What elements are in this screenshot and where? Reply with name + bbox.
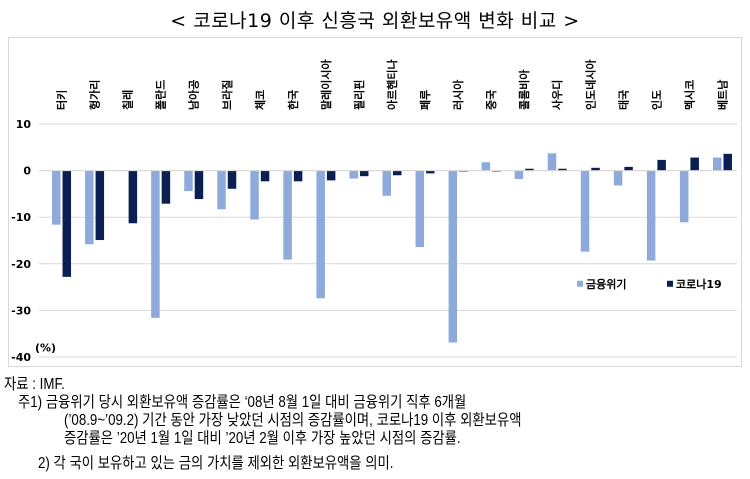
category-label: 베트남 (715, 80, 729, 110)
bar-covid19 (62, 170, 72, 277)
category-label: 아르헨티나 (385, 59, 399, 110)
y-tick-label: 10 (16, 118, 32, 131)
bar-covid19 (293, 170, 303, 182)
footnote-2: 2) 각 국이 보유하고 있는 금의 가치를 제외한 외환보유액을 의미. (38, 455, 394, 472)
bar-covid19 (260, 170, 270, 182)
chart-title: < 코로나19 이후 신흥국 외환보유액 변화 비교 > (170, 10, 580, 32)
bar-covid19 (128, 170, 138, 224)
category-label: 브라질 (220, 80, 234, 110)
bar-financial-crisis (679, 170, 689, 223)
footnote-1-line-2: (’08.9~’09.2) 기간 동안 가장 낮았던 시점의 증감률이며, 코로… (64, 412, 522, 429)
bar-financial-crisis (514, 170, 524, 179)
bar-chart: 10 0 -10 -20 -30 -40 (%) 터키 헝가리 칠레 폴란드 남아공 브라질 체코 한국 말레… (11, 59, 737, 364)
bar-financial-crisis (415, 170, 425, 248)
bar-financial-crisis (448, 170, 458, 343)
y-axis-unit: (%) (35, 342, 56, 355)
legend-label: 코로나19 (676, 277, 722, 291)
category-label: 사우디 (550, 80, 564, 110)
bar-covid19 (426, 170, 435, 174)
legend-swatch (667, 280, 673, 287)
footnote-1-line-1: 주1) 금융위기 당시 외환보유액 증감률은 ‘08년 8월 1일 대비 금융위… (18, 394, 467, 411)
category-label: 말레이시아 (319, 59, 333, 110)
category-label: 체코 (253, 90, 267, 110)
legend-swatch (577, 280, 583, 287)
category-label: 콜롬비아 (517, 69, 531, 110)
y-tick-label: 0 (23, 165, 31, 178)
bar-financial-crisis (316, 170, 325, 299)
bar-covid19 (591, 167, 600, 171)
bar-covid19 (326, 170, 336, 181)
bar-financial-crisis (547, 153, 557, 171)
bar-financial-crisis (712, 157, 722, 171)
bar-financial-crisis (349, 170, 358, 179)
bar-financial-crisis (613, 170, 623, 186)
bar-covid19 (690, 157, 699, 171)
bar-covid19 (393, 170, 402, 176)
bar-covid19 (657, 159, 666, 171)
bar-financial-crisis (382, 170, 391, 196)
category-label: 남아공 (187, 80, 201, 110)
bar-covid19 (227, 170, 237, 189)
category-label: 필리핀 (352, 80, 366, 110)
category-label: 멕시코 (682, 80, 696, 110)
bar-covid19 (723, 153, 732, 171)
bar-financial-crisis (217, 170, 226, 210)
bar-financial-crisis (151, 170, 160, 318)
bar-financial-crisis (184, 170, 193, 192)
bar-covid19 (194, 170, 204, 200)
category-label: 중국 (485, 90, 498, 110)
y-tick-label: -40 (11, 351, 31, 364)
category-label: 러시아 (451, 79, 465, 110)
bar-covid19 (359, 170, 369, 177)
bar-covid19 (624, 166, 633, 171)
bar-financial-crisis (250, 170, 259, 220)
bar-covid19 (161, 170, 171, 204)
category-label: 태국 (616, 90, 630, 110)
category-label: 터키 (55, 90, 69, 110)
category-label: 페루 (418, 90, 432, 110)
bar-financial-crisis (481, 162, 491, 171)
bar-financial-crisis (52, 170, 61, 225)
bar-financial-crisis (580, 170, 590, 252)
legend-label: 금융위기 (586, 277, 626, 291)
bar-covid19 (525, 168, 534, 171)
bar-covid19 (558, 168, 567, 171)
y-tick-label: -30 (11, 304, 31, 317)
category-label: 헝가리 (88, 80, 102, 110)
chart-frame: 10 0 -10 -20 -30 -40 (%) 터키 헝가리 칠레 폴란드 남아공 브라질 체코 한국 말레… (8, 37, 742, 367)
category-label: 폴란드 (154, 80, 168, 110)
category-label: 칠레 (121, 90, 135, 110)
bar-financial-crisis (283, 170, 292, 260)
category-label: 인도 (649, 90, 663, 110)
bar-financial-crisis (646, 170, 656, 261)
y-tick-label: -20 (11, 258, 31, 271)
source-note: 자료 : IMF. (4, 376, 65, 393)
y-tick-label: -10 (11, 211, 31, 224)
bar-covid19 (95, 170, 105, 241)
bar-financial-crisis (85, 170, 94, 245)
category-label: 한국 (286, 90, 300, 110)
footnote-1-line-3: 증감률은 ’20년 1월 1일 대비 ’20년 2월 이후 가장 높았던 시점의… (64, 430, 461, 447)
category-label: 인도네시아 (583, 59, 597, 110)
